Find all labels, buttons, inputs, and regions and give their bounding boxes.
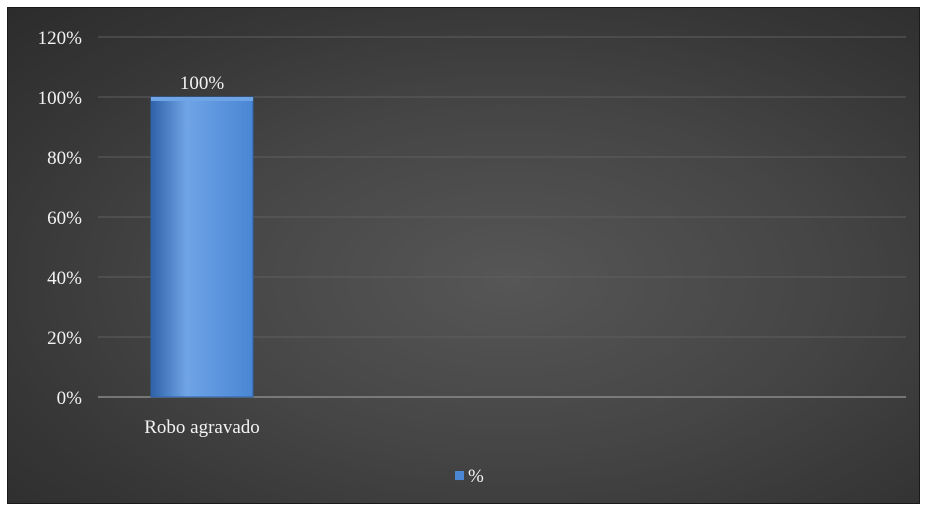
y-tick-label: 20% bbox=[47, 328, 82, 349]
legend-label: % bbox=[468, 466, 484, 487]
y-axis-tick-labels: 0% 20% 40% 60% 80% 100% 120% bbox=[38, 28, 83, 409]
bar-data-label: 100% bbox=[180, 73, 225, 94]
category-labels: Robo agravado bbox=[144, 417, 260, 438]
bar bbox=[150, 96, 254, 398]
legend-swatch bbox=[455, 471, 464, 480]
y-tick-label: 100% bbox=[38, 88, 83, 109]
y-tick-label: 40% bbox=[47, 268, 82, 289]
y-tick-label: 0% bbox=[57, 388, 83, 409]
category-label: Robo agravado bbox=[144, 417, 260, 438]
y-tick-label: 60% bbox=[47, 208, 82, 229]
data-labels: 100% bbox=[180, 73, 225, 94]
bar-top-highlight bbox=[151, 97, 253, 101]
legend: % bbox=[455, 466, 484, 487]
bars bbox=[150, 96, 254, 398]
y-tick-label: 80% bbox=[47, 148, 82, 169]
y-tick-label: 120% bbox=[38, 28, 83, 49]
